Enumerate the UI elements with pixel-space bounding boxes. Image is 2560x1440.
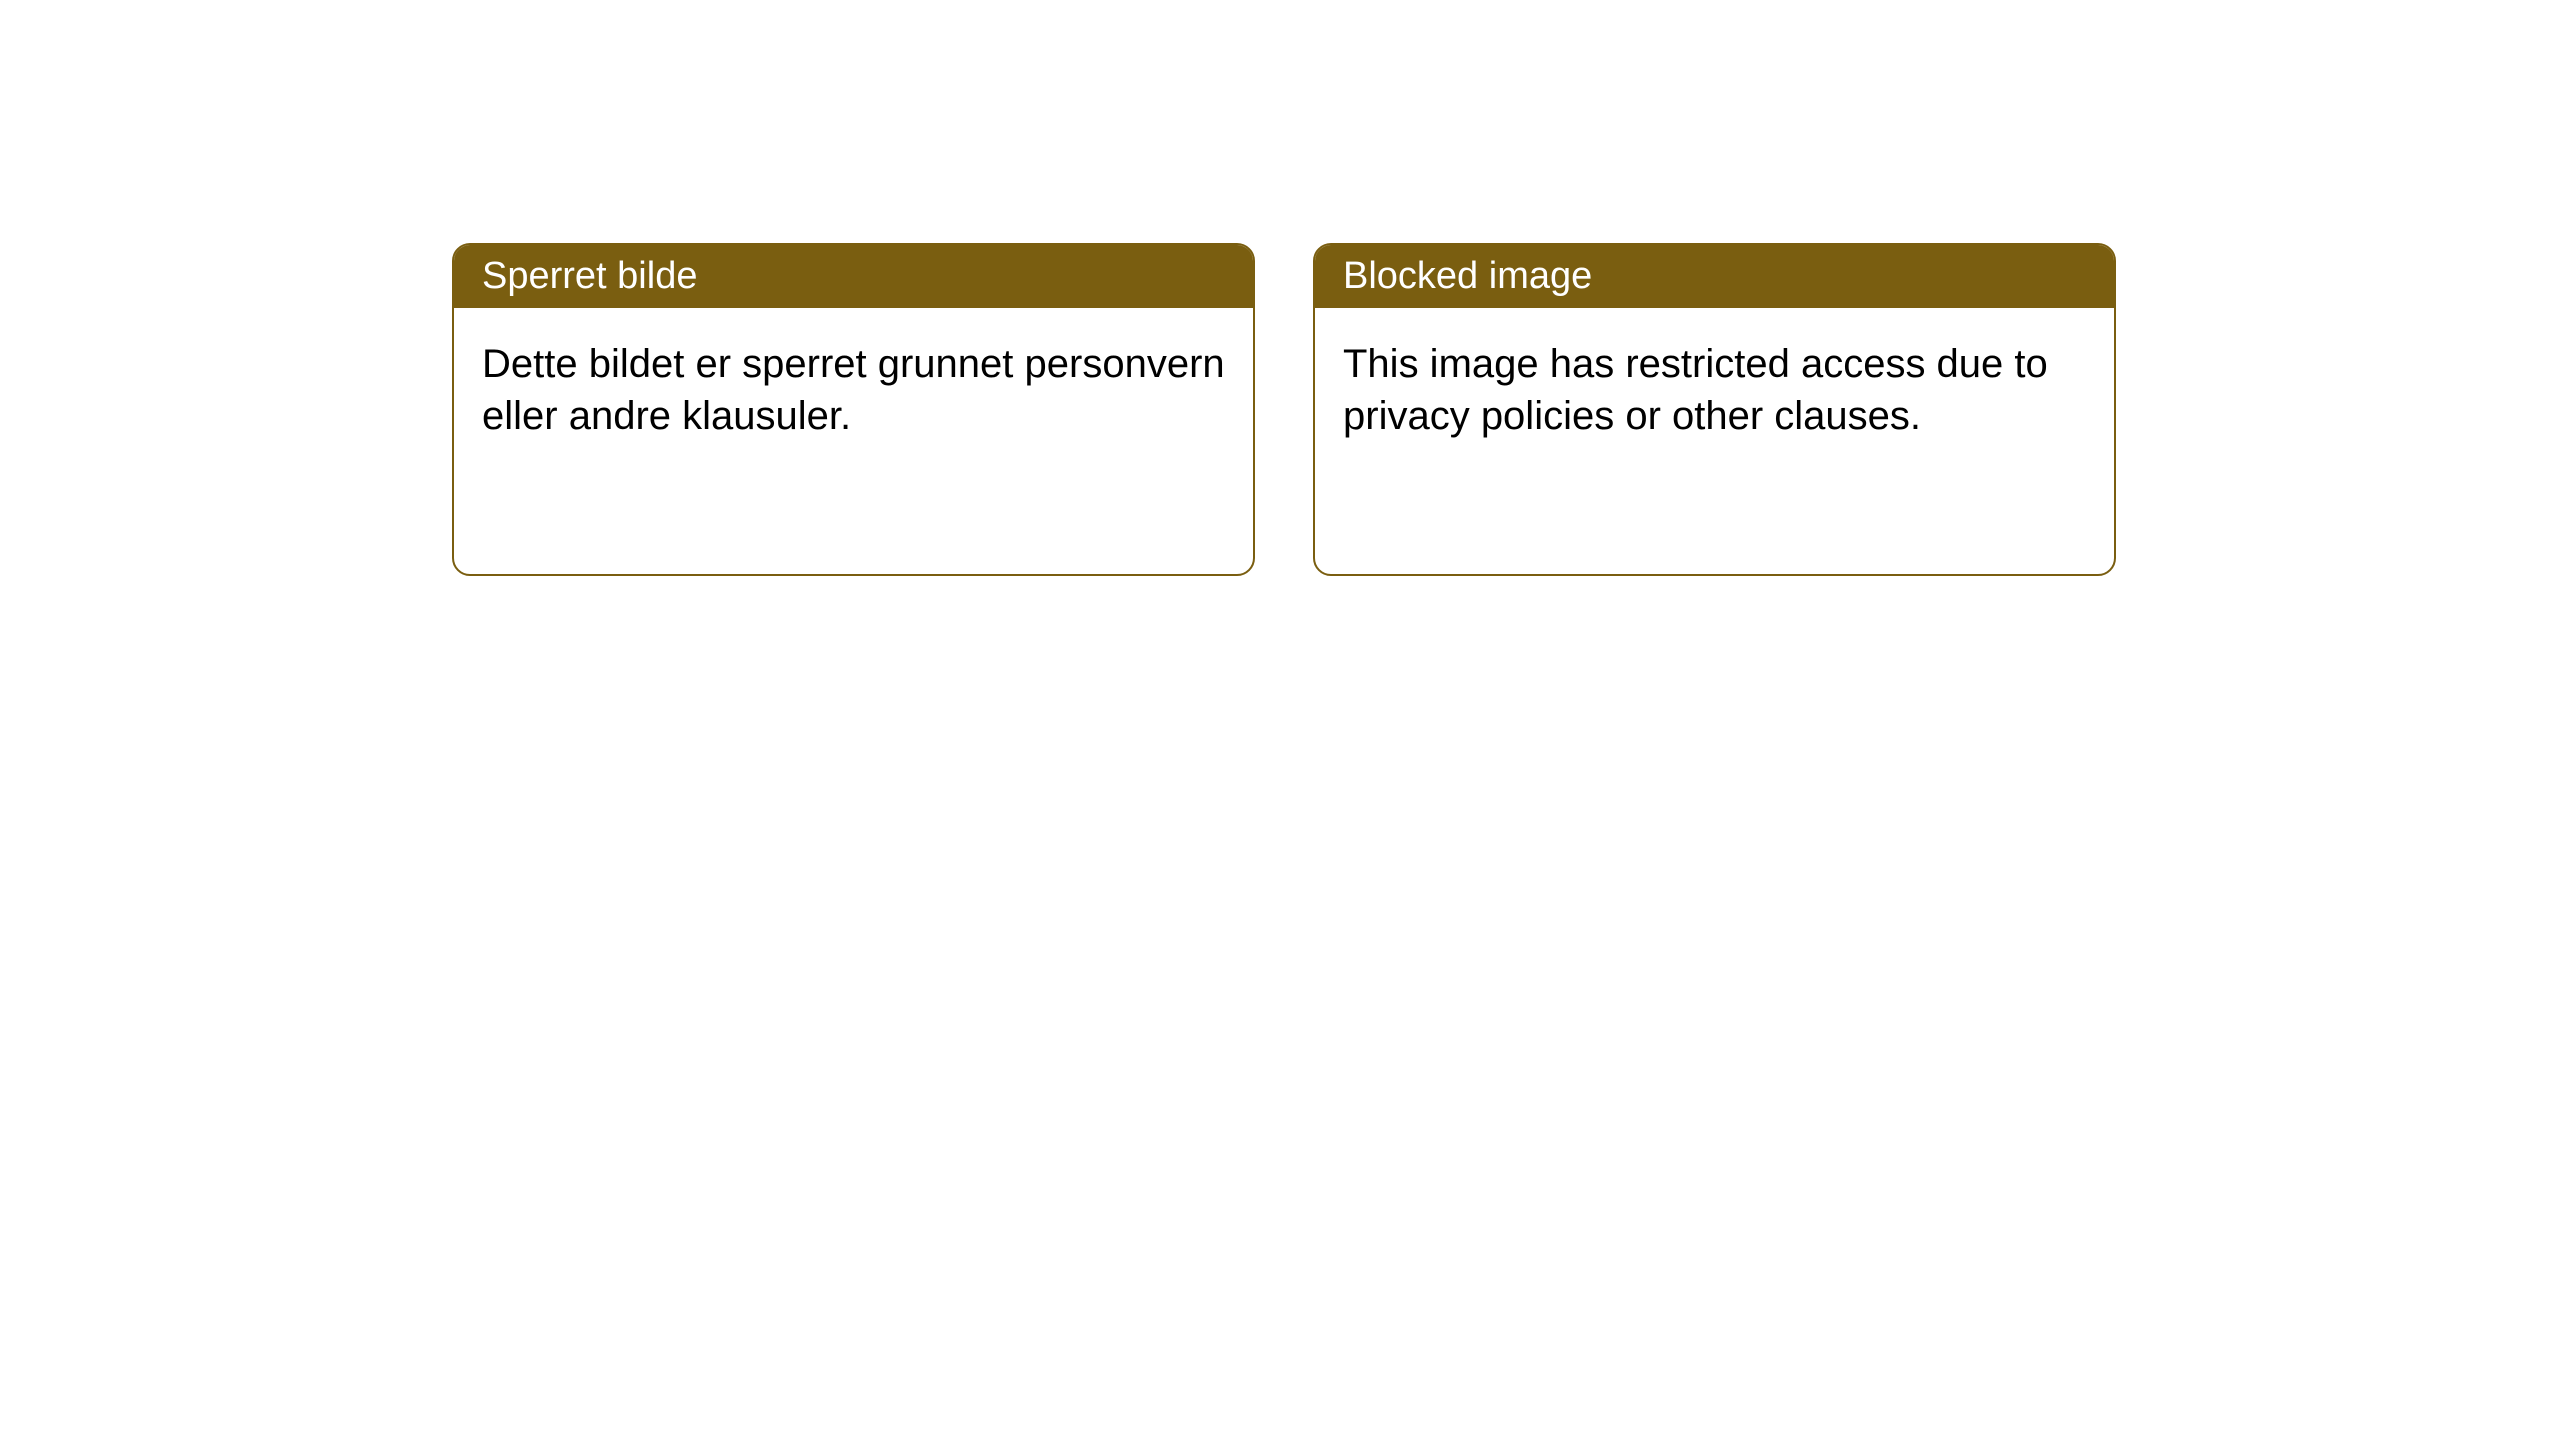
notice-card-norwegian: Sperret bilde Dette bildet er sperret gr… xyxy=(452,243,1255,576)
notice-body-english: This image has restricted access due to … xyxy=(1315,308,2114,472)
notice-body-norwegian: Dette bildet er sperret grunnet personve… xyxy=(454,308,1253,472)
notice-header-english: Blocked image xyxy=(1315,245,2114,308)
notice-card-english: Blocked image This image has restricted … xyxy=(1313,243,2116,576)
notice-header-norwegian: Sperret bilde xyxy=(454,245,1253,308)
notice-container: Sperret bilde Dette bildet er sperret gr… xyxy=(452,243,2116,576)
